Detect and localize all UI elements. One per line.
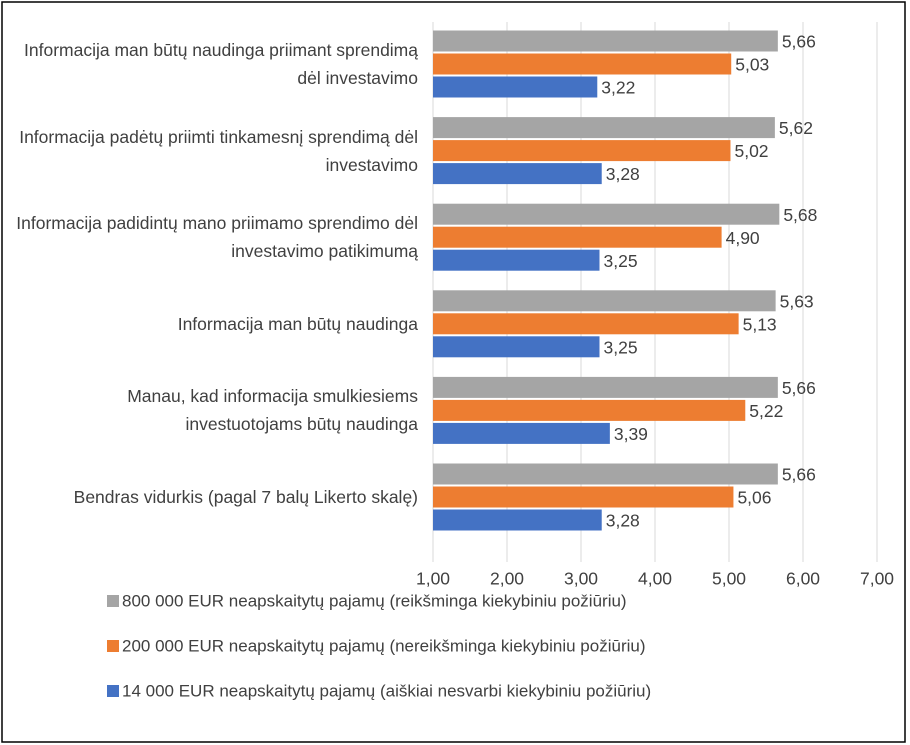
- bar: [433, 336, 600, 358]
- bar: [433, 30, 778, 52]
- x-tick-label: 5,00: [712, 569, 746, 589]
- bar: [433, 249, 600, 271]
- value-label: 5,68: [783, 205, 817, 225]
- legend-swatch: [107, 685, 119, 697]
- category-label: Informacija padėtų priimti tinkamesnį sp…: [19, 126, 418, 175]
- value-label: 3,25: [604, 251, 638, 271]
- bar: [433, 226, 722, 248]
- category-label: Informacija padidintų mano priimamo spre…: [16, 213, 418, 262]
- bar: [433, 509, 602, 531]
- bar: [433, 76, 598, 98]
- bar: [433, 399, 746, 421]
- bar: [433, 376, 778, 398]
- value-label: 3,28: [606, 511, 640, 531]
- x-tick-label: 1,00: [416, 569, 450, 589]
- value-label: 5,06: [737, 488, 771, 508]
- bar: [433, 203, 780, 225]
- x-tick-label: 6,00: [786, 569, 820, 589]
- value-label: 3,39: [614, 424, 648, 444]
- x-tick-label: 3,00: [564, 569, 598, 589]
- value-label: 5,66: [782, 465, 816, 485]
- value-label: 5,66: [782, 32, 816, 52]
- bar: [433, 53, 732, 75]
- bar: [433, 140, 731, 162]
- bar: [433, 313, 739, 335]
- bar: [433, 117, 775, 139]
- category-label: Informacija man būtų naudinga priimant s…: [24, 40, 418, 88]
- bar: [433, 290, 776, 312]
- value-label: 3,25: [604, 337, 638, 357]
- value-label: 5,63: [780, 291, 814, 311]
- legend-label: 14 000 EUR neapskaitytų pajamų (aiškiai …: [122, 681, 651, 700]
- bar: [433, 163, 602, 185]
- legend-label: 800 000 EUR neapskaitytų pajamų (reikšmi…: [122, 591, 627, 610]
- value-label: 5,13: [743, 314, 777, 334]
- legend-swatch: [107, 595, 119, 607]
- category-label: Bendras vidurkis (pagal 7 balų Likerto s…: [73, 487, 418, 507]
- bar: [433, 486, 734, 508]
- category-label: Manau, kad informacija smulkiesiems inve…: [127, 386, 418, 435]
- value-label: 5,03: [735, 55, 769, 75]
- x-tick-label: 2,00: [490, 569, 524, 589]
- value-label: 5,66: [782, 378, 816, 398]
- value-label: 3,28: [606, 164, 640, 184]
- legend-label: 200 000 EUR neapskaitytų pajamų (nereikš…: [122, 636, 646, 655]
- x-tick-label: 4,00: [638, 569, 672, 589]
- bar: [433, 463, 778, 485]
- bar: [433, 422, 610, 444]
- category-label: Informacija man būtų naudinga: [177, 313, 418, 334]
- value-label: 5,22: [749, 401, 783, 421]
- value-label: 4,90: [726, 228, 760, 248]
- value-label: 5,02: [734, 141, 768, 161]
- value-label: 5,62: [779, 118, 813, 138]
- x-tick-label: 7,00: [860, 569, 894, 589]
- value-label: 3,22: [601, 78, 635, 98]
- legend-swatch: [107, 640, 119, 652]
